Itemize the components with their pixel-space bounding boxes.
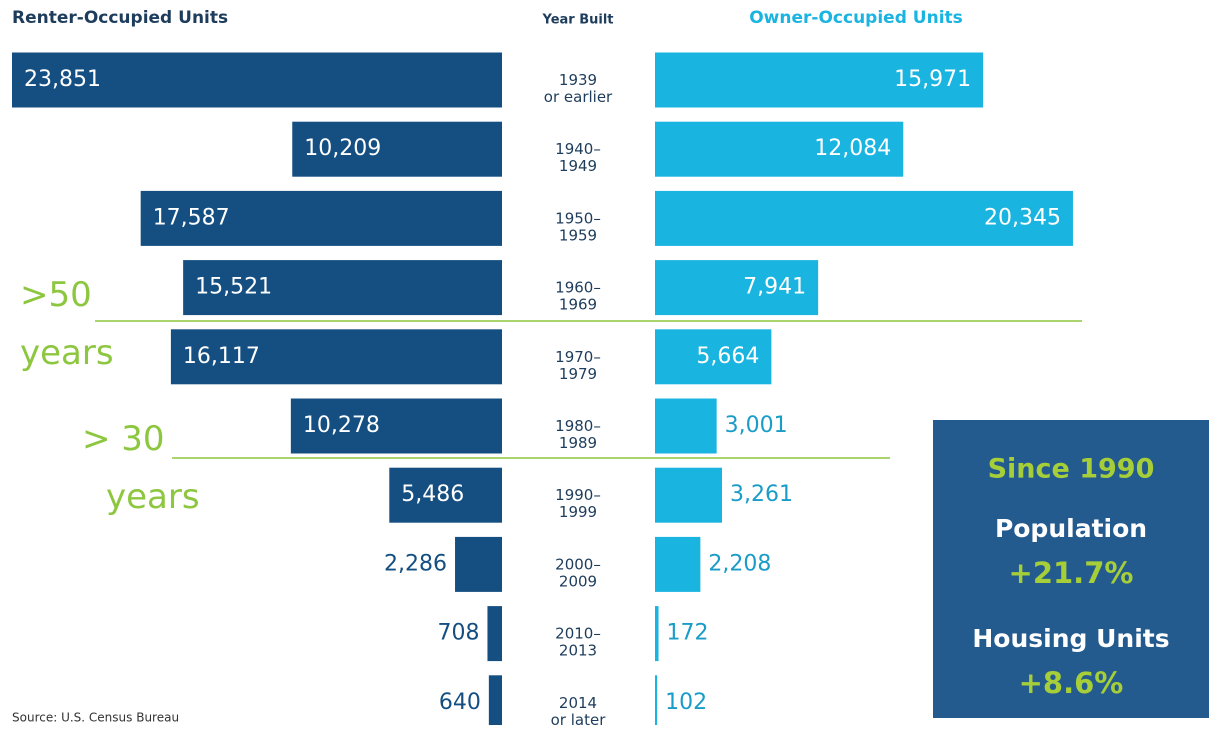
value-label: 15,521 [195,275,272,300]
callout-value: +8.6% [1019,666,1124,700]
callout-label: Housing Units [972,624,1169,653]
bar [12,52,502,108]
bar [655,52,984,108]
callout-box [933,420,1209,718]
value-label: 12,084 [814,136,891,161]
category-label: 1940– 1949 [555,140,601,175]
category-label: 2014 or later [551,693,607,725]
bar [655,121,904,177]
value-label: 7,941 [743,275,806,300]
annotation: > 30 years [82,419,200,517]
value-label: 2,286 [384,551,447,576]
value-label: 708 [437,621,479,646]
bar [655,675,658,729]
bar [655,467,722,523]
value-label: 17,587 [153,205,230,230]
value-label: 10,278 [303,413,380,438]
value-label: 5,486 [401,482,464,507]
bar [290,398,502,454]
value-label: 15,971 [894,67,971,92]
category-label: 1990– 1999 [555,486,601,521]
callout-value: +21.7% [1009,556,1134,590]
bar [292,121,502,177]
bar [655,329,772,385]
category-label: 1939 or earlier [544,71,613,106]
bar [183,260,502,316]
callout-label: Population [995,514,1147,543]
value-label: 16,117 [183,344,260,369]
callout-title: Since 1990 [988,454,1155,485]
value-label: 23,851 [24,67,101,92]
value-label: 640 [439,690,481,715]
annotation: >50 years [20,275,114,373]
bar [655,190,1073,246]
bar [140,190,502,246]
category-label: 1980– 1989 [555,417,601,452]
source: Source: U.S. Census Bureau [12,711,179,725]
bar [455,536,502,592]
category-label: 2010– 2013 [555,624,601,659]
bar [487,606,502,662]
value-label: 20,345 [984,205,1061,230]
left-header: Renter-Occupied Units [12,8,228,28]
bar [655,398,717,454]
bar [655,260,819,316]
right-header: Owner-Occupied Units [749,8,963,28]
bar [655,536,701,592]
category-label: 1950– 1959 [555,209,601,244]
category-label: 1970– 1979 [555,347,601,382]
bar [488,675,502,729]
value-label: 10,209 [304,136,381,161]
value-label: 102 [665,690,707,715]
category-label: 1960– 1969 [555,278,601,313]
value-label: 3,001 [725,413,788,438]
bar [170,329,503,385]
category-label: 2000– 2009 [555,555,601,590]
value-label: 3,261 [730,482,793,507]
bar [389,467,502,523]
value-label: 172 [667,621,709,646]
center-header: Year Built [541,13,613,28]
value-label: 5,664 [696,344,759,369]
value-label: 2,208 [708,551,771,576]
bar [655,606,659,662]
